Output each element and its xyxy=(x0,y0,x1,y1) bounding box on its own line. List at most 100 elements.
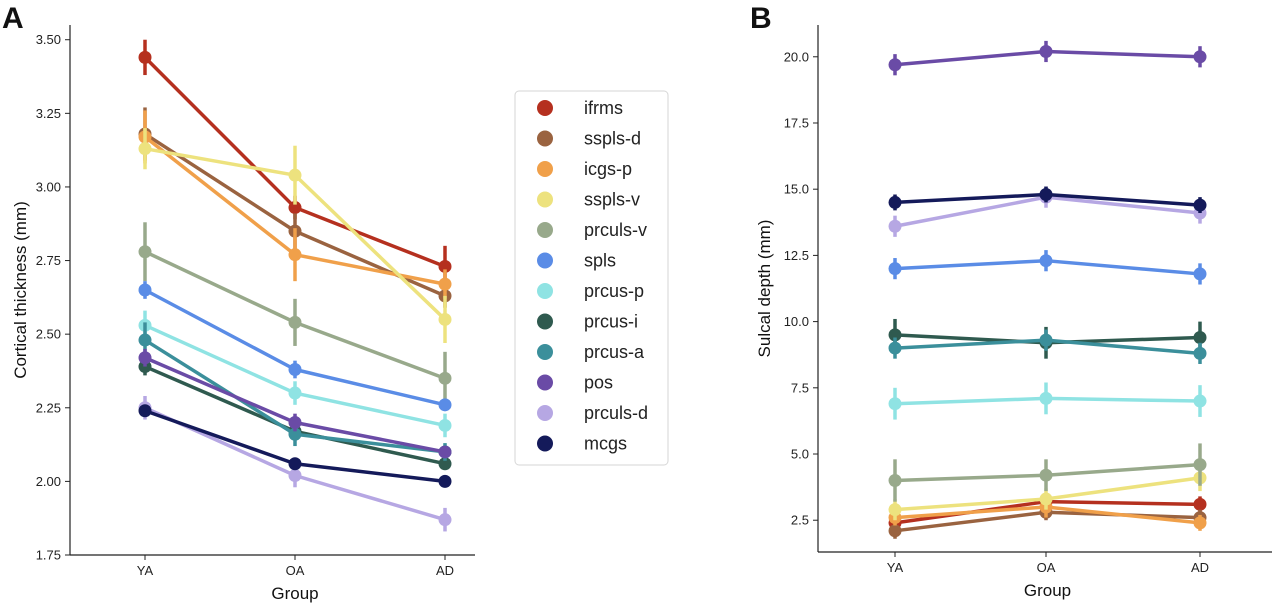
data-point xyxy=(1039,492,1053,506)
y-tick-label: 2.50 xyxy=(36,327,61,342)
legend: ifrms sspls-d icgs-p sspls-v prculs-v spls prc… xyxy=(514,90,669,466)
panel-letter-b: B xyxy=(750,2,772,35)
data-point xyxy=(1039,333,1053,347)
data-point xyxy=(438,457,452,471)
data-point xyxy=(438,398,452,412)
y-axis-label: Sulcal depth (mm) xyxy=(755,220,774,358)
x-tick-label: OA xyxy=(1037,560,1056,575)
legend-label: spls xyxy=(584,251,616,271)
series-pos xyxy=(888,40,1207,76)
data-point xyxy=(888,219,902,233)
y-tick-label: 20.0 xyxy=(784,49,809,64)
legend-item: ifrms xyxy=(537,98,623,118)
data-point xyxy=(888,341,902,355)
data-point xyxy=(1193,394,1207,408)
data-point xyxy=(888,58,902,72)
x-tick-label: OA xyxy=(286,563,305,578)
data-point xyxy=(138,142,152,156)
data-point xyxy=(138,50,152,64)
data-point xyxy=(288,168,302,182)
y-tick-label: 2.5 xyxy=(791,513,809,528)
data-point xyxy=(288,248,302,262)
chart-panel-a: A 1.75 2.00 2.25 2.50 2.75 3.00 3.25 3.50 YA OA AD… xyxy=(2,2,475,603)
legend-item: sspls-v xyxy=(537,190,640,210)
y-tick-label: 12.5 xyxy=(784,248,809,263)
legend-marker xyxy=(537,344,553,360)
legend-item: mcgs xyxy=(537,434,627,454)
data-point xyxy=(288,201,302,215)
y-tick-label: 2.25 xyxy=(36,400,61,415)
legend-item: prculs-v xyxy=(537,220,647,240)
legend-marker xyxy=(537,191,553,208)
data-point xyxy=(1039,187,1053,201)
legend-label: ifrms xyxy=(584,98,623,118)
legend-marker xyxy=(537,374,553,391)
legend-marker xyxy=(537,283,553,299)
data-point xyxy=(888,397,902,411)
data-point xyxy=(288,315,302,329)
data-point xyxy=(888,262,902,276)
data-point xyxy=(1193,458,1207,472)
series-mcgs xyxy=(888,186,1207,214)
y-tick-label: 1.75 xyxy=(36,548,61,563)
data-point xyxy=(888,524,902,538)
data-point xyxy=(438,277,452,291)
legend-label: sspls-d xyxy=(584,129,641,149)
series-mcgs xyxy=(138,404,452,488)
data-point xyxy=(138,333,152,347)
data-point xyxy=(1039,468,1053,482)
legend-item: pos xyxy=(537,373,613,393)
data-point xyxy=(1193,198,1207,212)
legend-item: sspls-d xyxy=(537,129,641,149)
legend-item: prculs-d xyxy=(537,403,648,423)
x-axis-label: Group xyxy=(271,584,318,603)
y-tick-label: 3.50 xyxy=(36,32,61,47)
legend-label: icgs-p xyxy=(584,159,632,179)
series-pos xyxy=(138,348,452,459)
legend-label: pos xyxy=(584,373,613,393)
data-point xyxy=(288,469,302,482)
legend-frame xyxy=(514,90,669,466)
legend-marker xyxy=(537,130,553,147)
data-point xyxy=(1193,516,1207,530)
data-point xyxy=(1039,254,1053,268)
data-point xyxy=(1039,391,1053,405)
legend-marker xyxy=(537,161,553,177)
y-tick-label: 5.0 xyxy=(791,447,809,462)
series-spls xyxy=(138,281,452,412)
y-tick-label: 17.5 xyxy=(784,115,809,130)
panel-letter-a: A xyxy=(2,2,24,35)
legend-marker xyxy=(537,313,553,330)
data-point xyxy=(888,328,902,342)
y-axis-label: Cortical thickness (mm) xyxy=(11,201,30,379)
legend-marker xyxy=(537,435,553,452)
data-point xyxy=(438,445,452,459)
data-point xyxy=(438,418,452,432)
x-tick-label: YA xyxy=(137,563,154,578)
y-tick-label: 15.0 xyxy=(784,182,809,197)
y-tick-label: 7.5 xyxy=(791,380,809,395)
series-prculs-v xyxy=(888,443,1207,502)
series-spls xyxy=(888,250,1207,285)
data-point xyxy=(1193,497,1207,511)
legend-item: prcus-a xyxy=(537,342,645,362)
data-point xyxy=(288,416,302,429)
data-point xyxy=(1193,267,1207,281)
data-point xyxy=(1193,330,1207,344)
series-sspls-v xyxy=(138,128,452,343)
y-tick-label: 2.75 xyxy=(36,253,61,268)
x-axis-label: Group xyxy=(1024,581,1071,600)
y-tick-label: 10.0 xyxy=(784,314,809,329)
legend-item: icgs-p xyxy=(537,159,632,179)
legend-label: prculs-d xyxy=(584,403,648,423)
series-prcus-p xyxy=(888,382,1207,420)
legend-label: sspls-v xyxy=(584,190,640,210)
y-tick-label: 3.25 xyxy=(36,106,61,121)
data-point xyxy=(138,404,152,418)
legend-marker xyxy=(537,100,553,116)
data-point xyxy=(288,427,302,441)
data-point xyxy=(438,312,452,326)
legend-label: prculs-v xyxy=(584,220,647,240)
legend-marker xyxy=(537,405,553,421)
